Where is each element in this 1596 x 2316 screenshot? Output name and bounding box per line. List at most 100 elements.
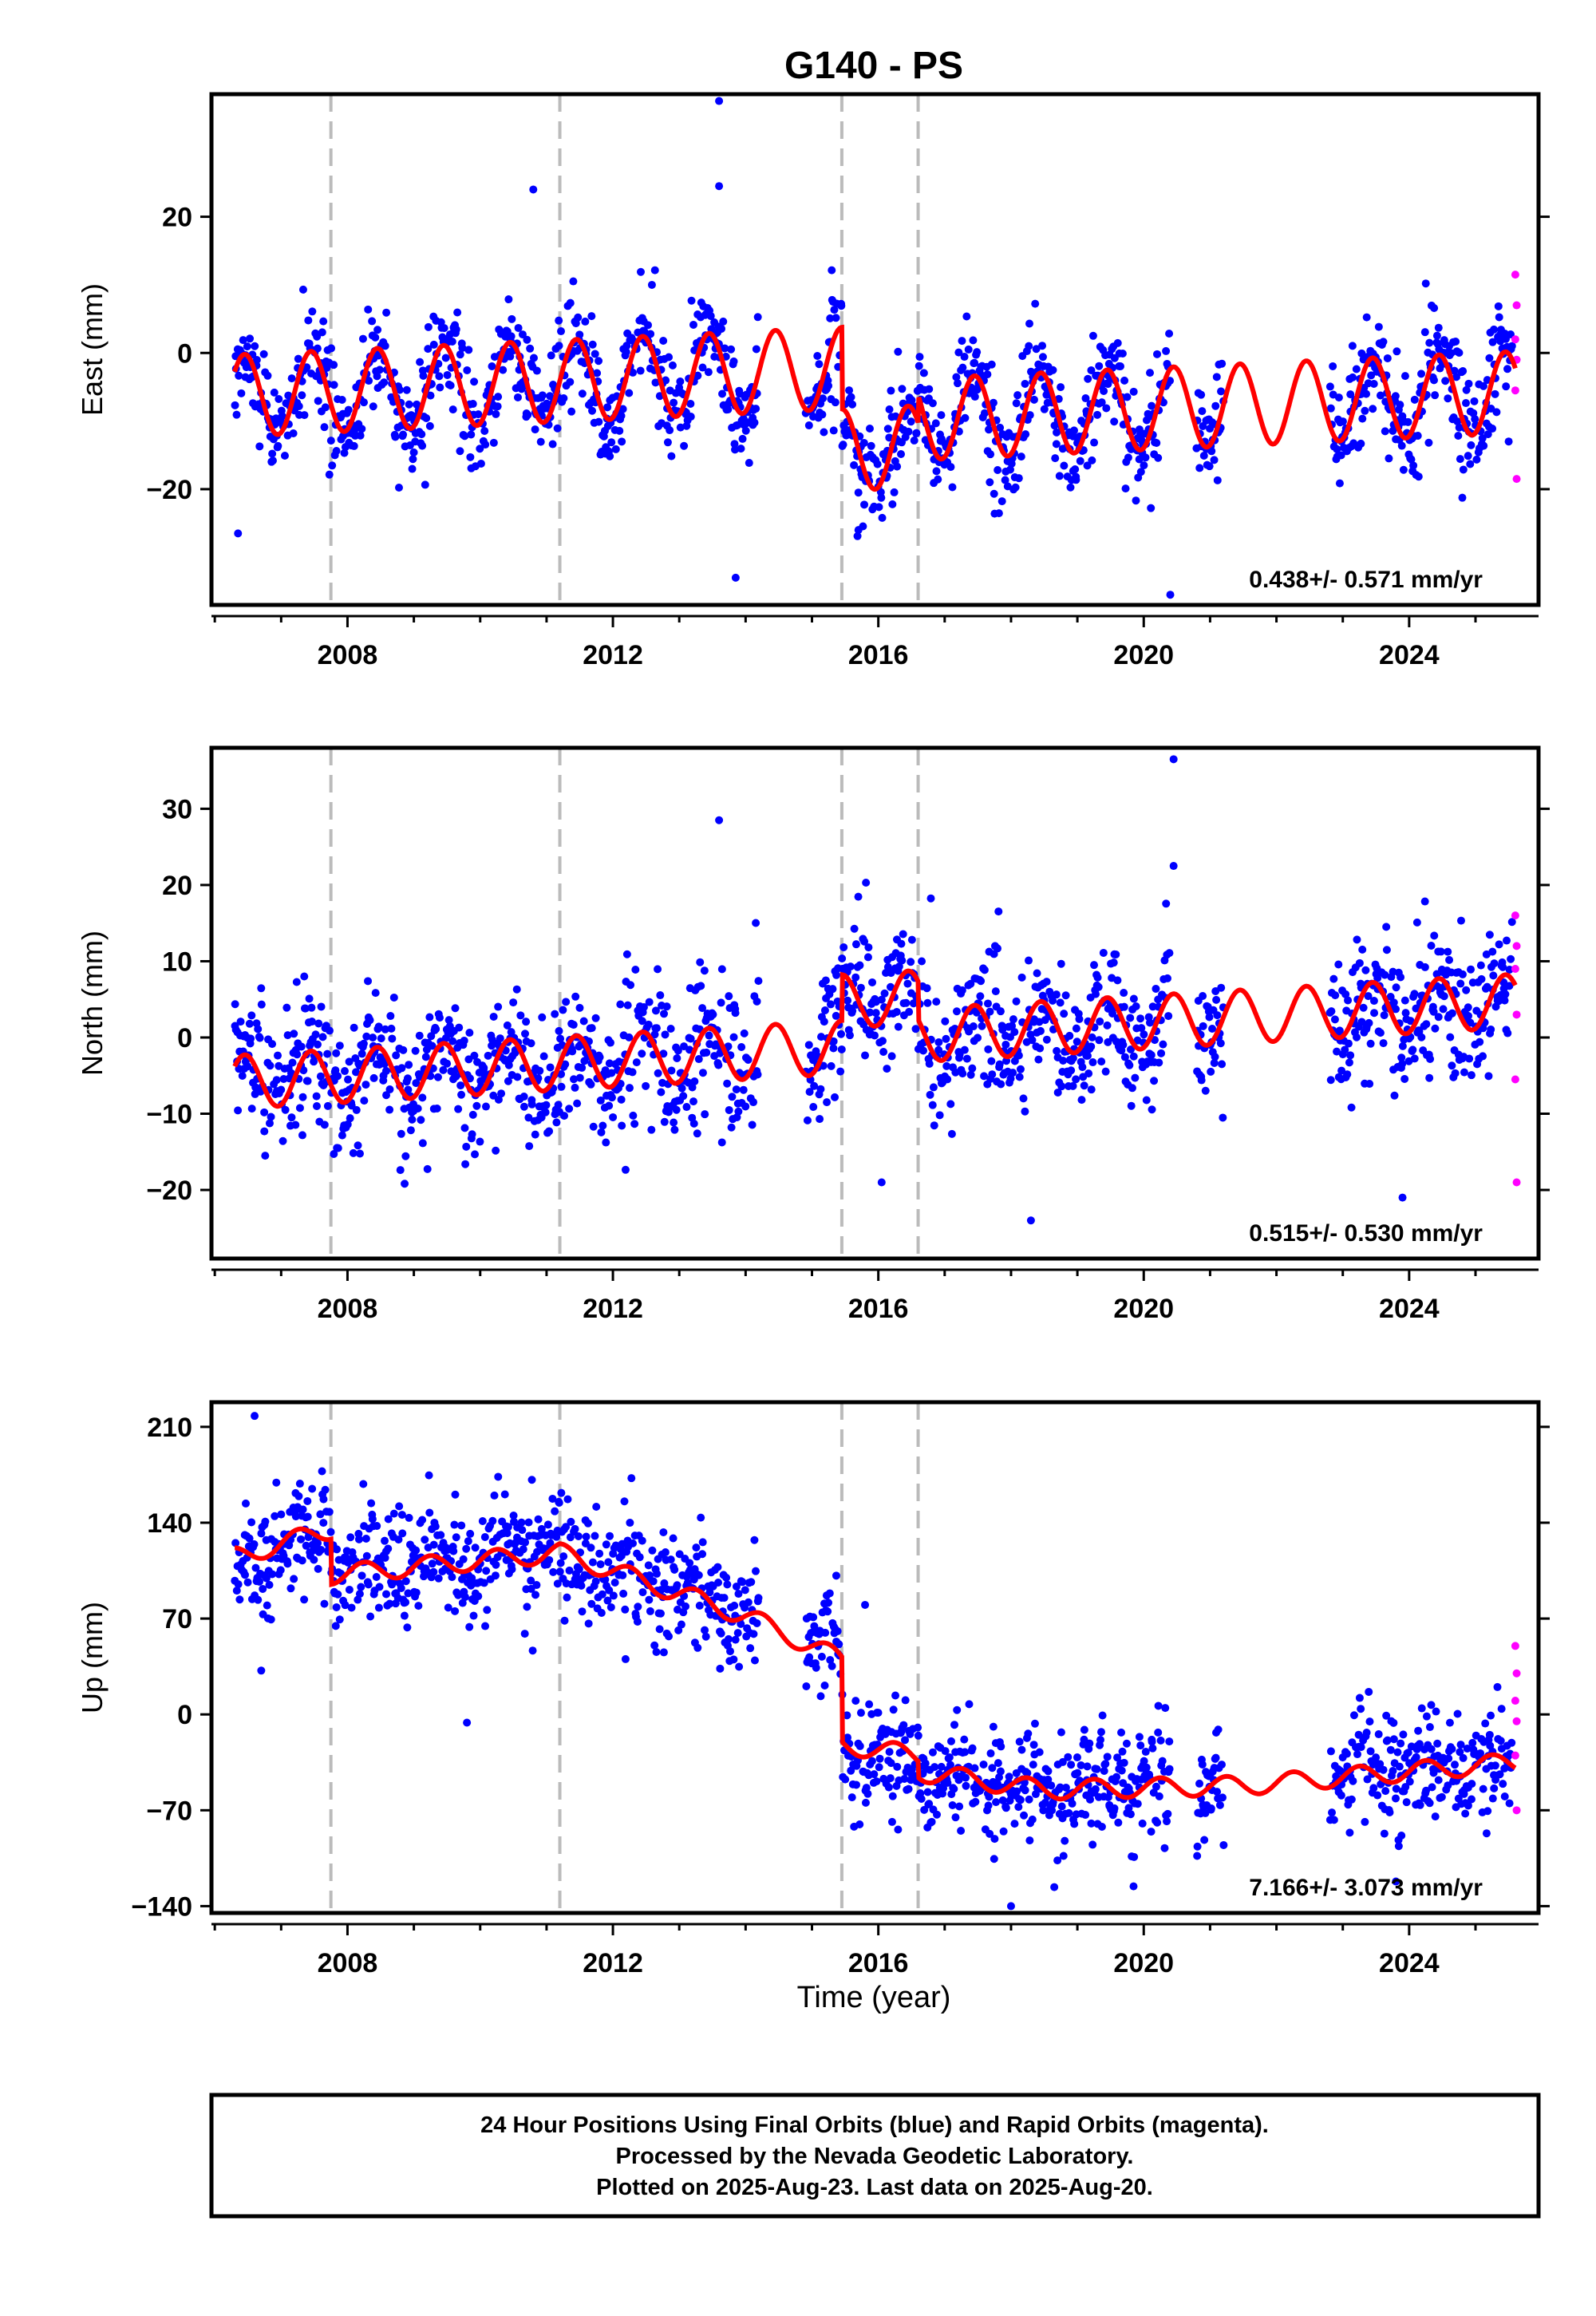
data-point xyxy=(1133,1800,1142,1808)
data-point xyxy=(899,1721,908,1729)
data-point xyxy=(235,371,243,380)
data-point xyxy=(828,985,837,994)
data-point xyxy=(931,419,940,428)
data-point xyxy=(1215,1800,1224,1809)
data-point xyxy=(1390,1091,1399,1100)
data-point xyxy=(654,965,662,974)
data-point xyxy=(717,998,725,1007)
x-tick-label: 2024 xyxy=(1379,1294,1440,1324)
data-point xyxy=(850,460,859,469)
data-point xyxy=(925,1800,934,1808)
data-point xyxy=(727,345,736,354)
data-point xyxy=(1440,992,1448,1001)
data-point xyxy=(928,399,937,408)
data-point xyxy=(996,1007,1005,1016)
data-point xyxy=(1354,1730,1363,1739)
data-point xyxy=(1028,1036,1037,1045)
data-point xyxy=(958,1069,967,1078)
data-point xyxy=(389,993,398,1002)
data-point xyxy=(878,513,887,522)
data-point xyxy=(1454,432,1463,441)
data-point xyxy=(1024,1729,1033,1738)
data-point xyxy=(1459,465,1468,474)
data-point xyxy=(934,1045,943,1054)
data-point xyxy=(597,1608,606,1617)
data-point xyxy=(1329,974,1338,983)
data-point xyxy=(1021,1107,1029,1116)
data-point xyxy=(645,998,654,1006)
data-point xyxy=(817,1652,826,1661)
data-point xyxy=(885,433,894,442)
data-point xyxy=(1398,1193,1407,1202)
data-point xyxy=(1482,1829,1491,1838)
data-point xyxy=(1365,1080,1374,1089)
rapid-point xyxy=(1512,1717,1521,1725)
data-point xyxy=(425,1471,433,1480)
data-point xyxy=(1337,1791,1345,1800)
data-point xyxy=(290,1575,298,1583)
data-point xyxy=(996,423,1005,432)
data-point xyxy=(1052,440,1061,449)
data-point xyxy=(298,1093,307,1101)
data-point xyxy=(531,425,539,434)
data-point xyxy=(364,977,373,986)
data-point xyxy=(1461,399,1470,408)
data-point xyxy=(706,311,715,320)
data-point xyxy=(999,1827,1008,1836)
data-point xyxy=(1060,1010,1069,1018)
data-point xyxy=(649,1577,658,1586)
data-point xyxy=(1407,455,1416,464)
data-point xyxy=(434,1574,443,1583)
data-point xyxy=(746,1644,755,1653)
data-point xyxy=(1347,1795,1356,1804)
data-point xyxy=(454,1591,463,1599)
data-point xyxy=(954,348,963,357)
data-point xyxy=(1331,991,1340,1000)
data-point xyxy=(1499,1780,1507,1788)
rapid-point xyxy=(1512,1010,1521,1019)
data-point xyxy=(1479,1784,1487,1793)
data-point xyxy=(1337,451,1345,460)
x-tick-label: 2020 xyxy=(1113,1294,1174,1324)
data-point xyxy=(418,1516,427,1524)
data-point xyxy=(404,1085,413,1094)
data-point xyxy=(1071,465,1080,474)
data-point xyxy=(980,1072,989,1081)
data-point xyxy=(321,1485,330,1494)
data-point xyxy=(989,398,998,407)
data-point xyxy=(468,1130,476,1139)
data-point xyxy=(1140,1030,1148,1039)
data-point xyxy=(1165,949,1174,958)
data-point xyxy=(1145,1018,1154,1027)
data-point xyxy=(1132,496,1140,505)
y-tick-label: 70 xyxy=(162,1604,192,1634)
x-tick-label: 2012 xyxy=(583,640,643,670)
data-point xyxy=(1059,1057,1068,1065)
data-point xyxy=(750,1656,759,1665)
data-point xyxy=(268,1570,277,1579)
data-point xyxy=(476,445,484,453)
data-point xyxy=(1410,395,1419,404)
data-point xyxy=(523,410,532,419)
data-point xyxy=(750,418,759,427)
data-point xyxy=(661,1548,670,1557)
data-point xyxy=(1052,990,1061,999)
data-point xyxy=(812,1663,820,1672)
data-point xyxy=(405,400,413,409)
data-point xyxy=(519,1545,527,1554)
data-point xyxy=(950,1721,959,1729)
data-point xyxy=(1097,1057,1106,1066)
data-point xyxy=(1025,1795,1033,1804)
data-point xyxy=(926,894,935,903)
data-point xyxy=(465,1622,474,1631)
data-point xyxy=(252,356,261,365)
data-point xyxy=(1370,1009,1379,1018)
data-point xyxy=(231,1539,240,1547)
data-point xyxy=(493,402,502,411)
data-point xyxy=(373,1522,381,1531)
data-point xyxy=(408,464,417,473)
data-point xyxy=(1397,441,1406,450)
data-point xyxy=(907,417,915,426)
data-point xyxy=(491,1571,500,1580)
data-point xyxy=(260,1127,269,1136)
